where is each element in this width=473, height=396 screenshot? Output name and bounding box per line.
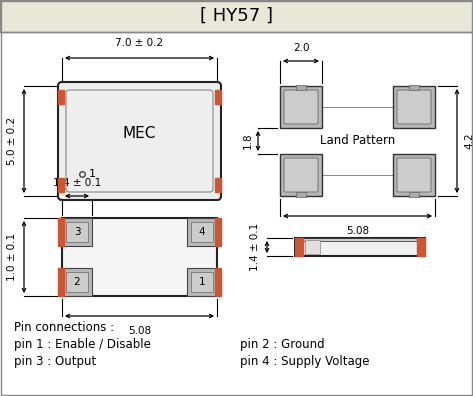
Bar <box>296 85 306 90</box>
Bar <box>62 218 217 296</box>
Text: [ HY57 ]: [ HY57 ] <box>200 7 272 25</box>
FancyBboxPatch shape <box>284 158 318 192</box>
Text: pin 1 : Enable / Disable: pin 1 : Enable / Disable <box>14 338 151 351</box>
Bar <box>280 154 322 196</box>
Bar <box>295 238 425 241</box>
Text: 1.8: 1.8 <box>243 133 253 149</box>
Bar <box>58 178 64 192</box>
Text: pin 4 : Supply Voltage: pin 4 : Supply Voltage <box>240 355 369 368</box>
Bar <box>187 268 217 296</box>
Text: Pin connections :: Pin connections : <box>14 321 114 334</box>
Bar <box>295 238 425 256</box>
Text: 4.2: 4.2 <box>464 133 473 149</box>
Bar <box>393 86 435 128</box>
Bar <box>62 218 92 246</box>
Text: MEC: MEC <box>123 126 156 141</box>
FancyBboxPatch shape <box>397 158 431 192</box>
Bar <box>58 218 64 246</box>
Bar <box>215 90 221 104</box>
Text: 3: 3 <box>74 227 80 237</box>
Bar <box>187 218 217 246</box>
Bar <box>191 272 213 292</box>
FancyBboxPatch shape <box>397 90 431 124</box>
Bar <box>409 85 419 90</box>
Text: 1: 1 <box>199 277 205 287</box>
Bar <box>215 178 221 192</box>
Text: pin 2 : Ground: pin 2 : Ground <box>240 338 324 351</box>
Text: 4: 4 <box>199 227 205 237</box>
Text: 2.0: 2.0 <box>293 43 309 53</box>
Text: pin 3 : Output: pin 3 : Output <box>14 355 96 368</box>
Bar <box>215 268 221 296</box>
Text: Land Pattern: Land Pattern <box>320 135 395 147</box>
Bar <box>417 238 425 256</box>
Text: 1.0 ± 0.1: 1.0 ± 0.1 <box>7 233 17 281</box>
Bar <box>305 240 320 254</box>
Bar <box>62 268 92 296</box>
Text: 5.08: 5.08 <box>346 226 369 236</box>
FancyBboxPatch shape <box>284 90 318 124</box>
Text: 5.08: 5.08 <box>128 326 151 336</box>
Text: 1.4 ± 0.1: 1.4 ± 0.1 <box>250 223 260 271</box>
Bar <box>280 86 322 128</box>
Bar <box>409 192 419 197</box>
Bar <box>296 192 306 197</box>
Bar <box>0 0 473 32</box>
Bar <box>58 90 64 104</box>
Text: 2: 2 <box>74 277 80 287</box>
Bar <box>191 222 213 242</box>
Bar <box>66 272 88 292</box>
Text: 1.4 ± 0.1: 1.4 ± 0.1 <box>53 178 101 188</box>
FancyBboxPatch shape <box>58 82 221 200</box>
Bar <box>215 218 221 246</box>
Text: 1: 1 <box>89 169 96 179</box>
Bar <box>58 268 64 296</box>
Text: 7.0 ± 0.2: 7.0 ± 0.2 <box>115 38 164 48</box>
Bar <box>393 154 435 196</box>
Bar <box>66 222 88 242</box>
Bar <box>295 238 303 256</box>
Text: 5.0 ± 0.2: 5.0 ± 0.2 <box>7 117 17 165</box>
